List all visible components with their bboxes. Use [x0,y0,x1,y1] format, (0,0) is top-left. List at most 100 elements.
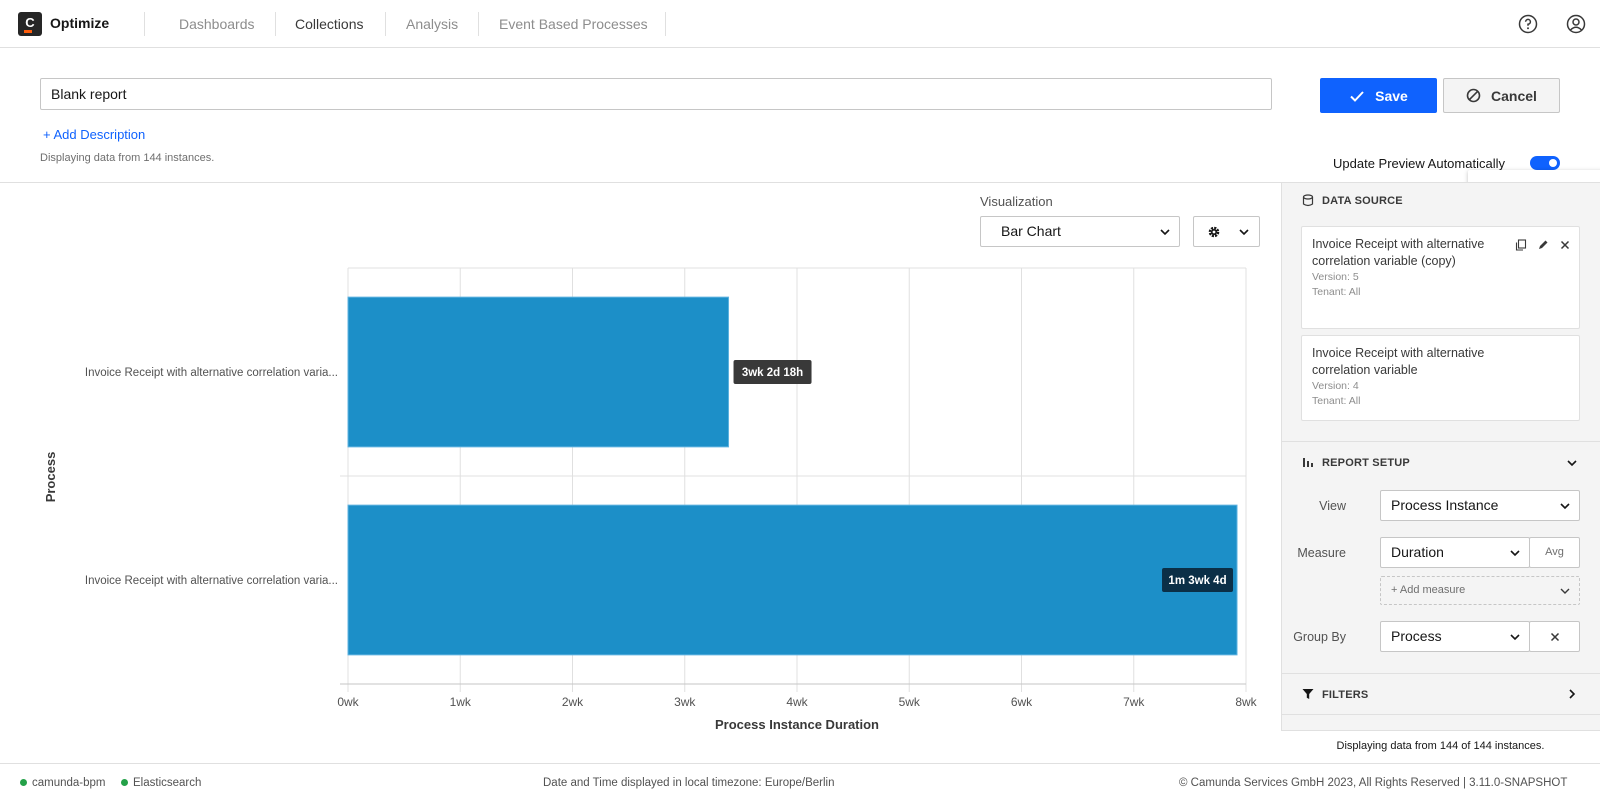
top-navigation-bar: C Optimize Dashboards Collections Analys… [0,0,1600,48]
nav-divider [385,12,386,36]
x-tick-label: 6wk [1011,695,1033,709]
x-tick-label: 5wk [899,695,921,709]
visualization-label: Visualization [980,194,1053,209]
update-preview-toggle[interactable] [1530,156,1560,170]
view-selected-value: Process Instance [1391,497,1499,513]
engine-status: camunda-bpm [20,777,106,789]
database-name: Elasticsearch [133,777,202,789]
cancel-button[interactable]: Cancel [1443,78,1560,113]
y-category-label: Invoice Receipt with alternative correla… [85,575,338,587]
x-tick-label: 3wk [674,695,696,709]
x-tick-label: 4wk [786,695,808,709]
chevron-down-icon[interactable] [1566,457,1578,469]
app-brand[interactable]: Optimize [50,15,110,31]
data-source-version: Version: 5 [1312,271,1359,283]
x-tick-label: 7wk [1123,695,1145,709]
close-icon [1550,632,1559,642]
measure-label: Measure [1297,546,1346,560]
filter-icon [1302,689,1314,699]
page-footer: camunda-bpm Elasticsearch Date and Time … [0,763,1600,800]
panel-divider [1281,714,1600,715]
filters-title[interactable]: FILTERS [1322,689,1369,701]
save-button[interactable]: Save [1320,78,1437,113]
header-divider [0,182,1600,183]
add-measure-button[interactable]: + Add measure [1380,576,1580,605]
nav-item-dashboards[interactable]: Dashboards [179,16,255,32]
add-description-link[interactable]: + Add Description [43,127,146,142]
measure-selected-value: Duration [1391,544,1444,560]
y-category-label: Invoice Receipt with alternative correla… [85,367,338,379]
bar-value-label: 3wk 2d 18h [742,367,803,379]
measure-select[interactable]: Duration [1380,537,1530,568]
view-label: View [1319,499,1346,513]
user-avatar-icon[interactable] [1565,13,1587,35]
close-icon[interactable] [1559,239,1571,251]
data-source-name: Invoice Receipt with alternative correla… [1312,237,1485,268]
chart-bar [347,296,730,448]
data-source-name: Invoice Receipt with alternative correla… [1312,346,1485,377]
database-status: Elasticsearch [121,777,201,789]
copyright: © Camunda Services GmbH 2023, All Rights… [1179,777,1568,789]
nav-item-event-based-processes[interactable]: Event Based Processes [499,16,648,32]
chevron-down-icon [1239,229,1249,236]
engine-name: camunda-bpm [32,777,106,789]
nav-divider [144,12,145,36]
data-source-tenant: Tenant: All [1312,395,1361,407]
data-source-version: Version: 4 [1312,380,1359,392]
camunda-logo[interactable]: C [18,12,42,36]
nav-divider [665,12,666,36]
nav-item-analysis[interactable]: Analysis [406,16,459,32]
remove-group-by-button[interactable] [1529,621,1580,652]
edit-icon[interactable] [1537,239,1549,251]
x-tick-label: 2wk [562,695,584,709]
bar-chart: 0wk 1wk 2wk 3wk 4wk 5wk 6wk 7wk 8wk Invoice Recei… [43,267,1258,732]
save-button-label: Save [1375,87,1408,104]
add-measure-label: + Add measure [1391,584,1466,596]
cancel-button-label: Cancel [1491,87,1537,104]
data-source-card[interactable]: Invoice Receipt with alternative correla… [1301,335,1580,421]
data-source-title: DATA SOURCE [1322,195,1403,207]
panel-divider [1281,673,1600,674]
copy-icon[interactable] [1515,239,1527,251]
chevron-right-icon[interactable] [1566,688,1578,700]
group-by-label: Group By [1293,630,1346,644]
panel-instances-info: Displaying data from 144 of 144 instance… [1281,730,1600,761]
data-source-card[interactable]: Invoice Receipt with alternative correla… [1301,226,1580,329]
aggregation-select[interactable]: Avg [1529,537,1580,568]
gear-icon [1208,226,1220,238]
visualization-selected-value: Bar Chart [1001,223,1061,239]
data-instances-info: Displaying data from 144 instances. [40,152,215,164]
nav-item-collections[interactable]: Collections [295,16,364,32]
chart-bars [347,296,1238,656]
view-select[interactable]: Process Instance [1380,490,1580,521]
status-dot-icon [20,779,27,787]
group-by-select[interactable]: Process [1380,621,1530,652]
bar-value-label-box [733,360,812,384]
chevron-down-icon [1510,550,1520,557]
help-circle-icon[interactable] [1517,13,1539,35]
x-tick-label: 0wk [337,695,359,709]
nav-divider [478,12,479,36]
database-icon [1302,194,1314,207]
chart-labels: 0wk 1wk 2wk 3wk 4wk 5wk 6wk 7wk 8wk Invoice Recei… [85,360,1258,709]
cancel-circle-icon [1466,88,1481,103]
x-tick-label: 8wk [1235,695,1257,709]
x-axis-title: Process Instance Duration [715,717,879,732]
checkmark-icon [1350,90,1364,102]
update-preview-label: Update Preview Automatically [1333,156,1505,171]
visualization-select[interactable]: Bar Chart [980,216,1180,247]
x-tick-label: 1wk [450,695,472,709]
chevron-down-icon [1560,503,1570,510]
report-name-input[interactable]: Blank report [40,78,1272,110]
y-axis-title: Process [43,452,58,503]
data-source-tenant: Tenant: All [1312,286,1361,298]
bar-value-label: 1m 3wk 4d [1168,575,1226,587]
timezone-info: Date and Time displayed in local timezon… [543,777,835,789]
chevron-down-icon [1160,229,1170,236]
panel-divider [1281,441,1600,442]
chart-bar [347,504,1238,656]
chart-settings-button[interactable] [1193,216,1260,247]
chevron-down-icon [1560,588,1570,594]
report-setup-title: REPORT SETUP [1322,457,1410,469]
status-dot-icon [121,779,128,787]
